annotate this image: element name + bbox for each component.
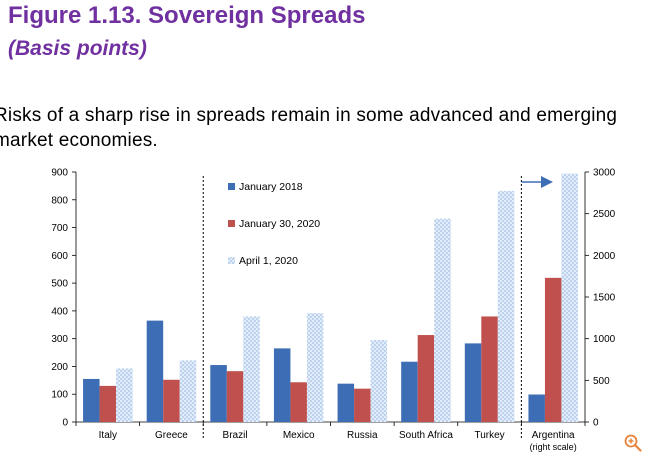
bar-italy-series-1 <box>83 378 100 422</box>
bar-south-africa-series-1 <box>401 361 418 422</box>
bar-turkey-series-1 <box>464 343 482 422</box>
y-tick-label-right: 1500 <box>593 293 616 304</box>
y-tick-label-left: 0 <box>62 418 68 429</box>
y-tick-label-left: 700 <box>51 223 68 234</box>
x-tick-label: Mexico <box>283 430 315 441</box>
y-tick-label-right: 1000 <box>593 334 616 345</box>
legend-swatch-2 <box>228 220 235 227</box>
bar-argentina-series-2 <box>544 277 562 422</box>
x-tick-label: South Africa <box>399 430 453 441</box>
x-tick-label: Italy <box>99 430 117 441</box>
bar-mexico-series-3 <box>306 313 324 422</box>
figure-subtitle: (Basis points) <box>8 37 147 60</box>
y-tick-label-left: 400 <box>51 306 68 317</box>
x-tick-label: Argentina <box>532 430 575 441</box>
y-tick-label-left: 500 <box>51 279 68 290</box>
y-tick-label-left: 100 <box>51 390 68 401</box>
bar-greece-series-2 <box>163 379 180 422</box>
y-tick-label-right: 2500 <box>593 209 616 220</box>
y-tick-label-right: 2000 <box>593 251 616 262</box>
bar-greece-series-1 <box>146 320 164 422</box>
bar-turkey-series-3 <box>497 190 515 422</box>
bullet-text: Risks of a sharp rise in spreads remain … <box>0 105 618 151</box>
bar-brazil-series-3 <box>243 316 260 422</box>
y-tick-label-right: 500 <box>593 376 610 387</box>
bar-turkey-series-2 <box>481 316 498 422</box>
x-tick-label: Turkey <box>474 430 504 441</box>
legend-swatch-1 <box>228 183 235 190</box>
bar-south-africa-series-2 <box>417 335 435 422</box>
bar-brazil-series-2 <box>226 371 244 422</box>
x-tick-label: Greece <box>155 430 188 441</box>
figure-title: Figure 1.13. Sovereign Spreads <box>8 2 366 29</box>
bar-greece-series-3 <box>179 360 197 422</box>
x-tick-label: Brazil <box>223 430 248 441</box>
bar-russia-series-1 <box>337 383 355 422</box>
legend-label-2: January 30, 2020 <box>239 218 320 230</box>
bar-italy-series-2 <box>99 385 117 422</box>
y-tick-label-left: 900 <box>51 168 68 179</box>
y-tick-label-left: 800 <box>51 195 68 206</box>
bar-argentina-series-3 <box>561 173 578 422</box>
bar-italy-series-3 <box>116 368 133 422</box>
bar-south-africa-series-3 <box>434 218 451 422</box>
bar-brazil-series-1 <box>210 365 227 422</box>
y-tick-label-right: 3000 <box>593 168 616 179</box>
bar-russia-series-2 <box>354 388 371 422</box>
bar-mexico-series-2 <box>290 382 307 422</box>
y-tick-label-left: 600 <box>51 251 68 262</box>
zoom-in-icon[interactable] <box>624 434 642 452</box>
legend-label-1: January 2018 <box>239 181 303 193</box>
bar-argentina-series-1 <box>528 394 545 422</box>
y-tick-label-left: 200 <box>51 362 68 373</box>
legend-swatch-3 <box>228 257 235 264</box>
x-tick-note: (right scale) <box>530 442 577 452</box>
x-tick-label: Russia <box>347 430 378 441</box>
y-tick-label-left: 300 <box>51 334 68 345</box>
y-tick-label-right: 0 <box>593 418 599 429</box>
sovereign-spreads-chart: 0 100 200 300 400 500 600 700 800 900 0 500 1000 1500… <box>51 168 616 453</box>
bar-mexico-series-1 <box>273 348 291 422</box>
legend-label-3: April 1, 2020 <box>239 255 298 267</box>
bar-russia-series-3 <box>370 340 388 422</box>
